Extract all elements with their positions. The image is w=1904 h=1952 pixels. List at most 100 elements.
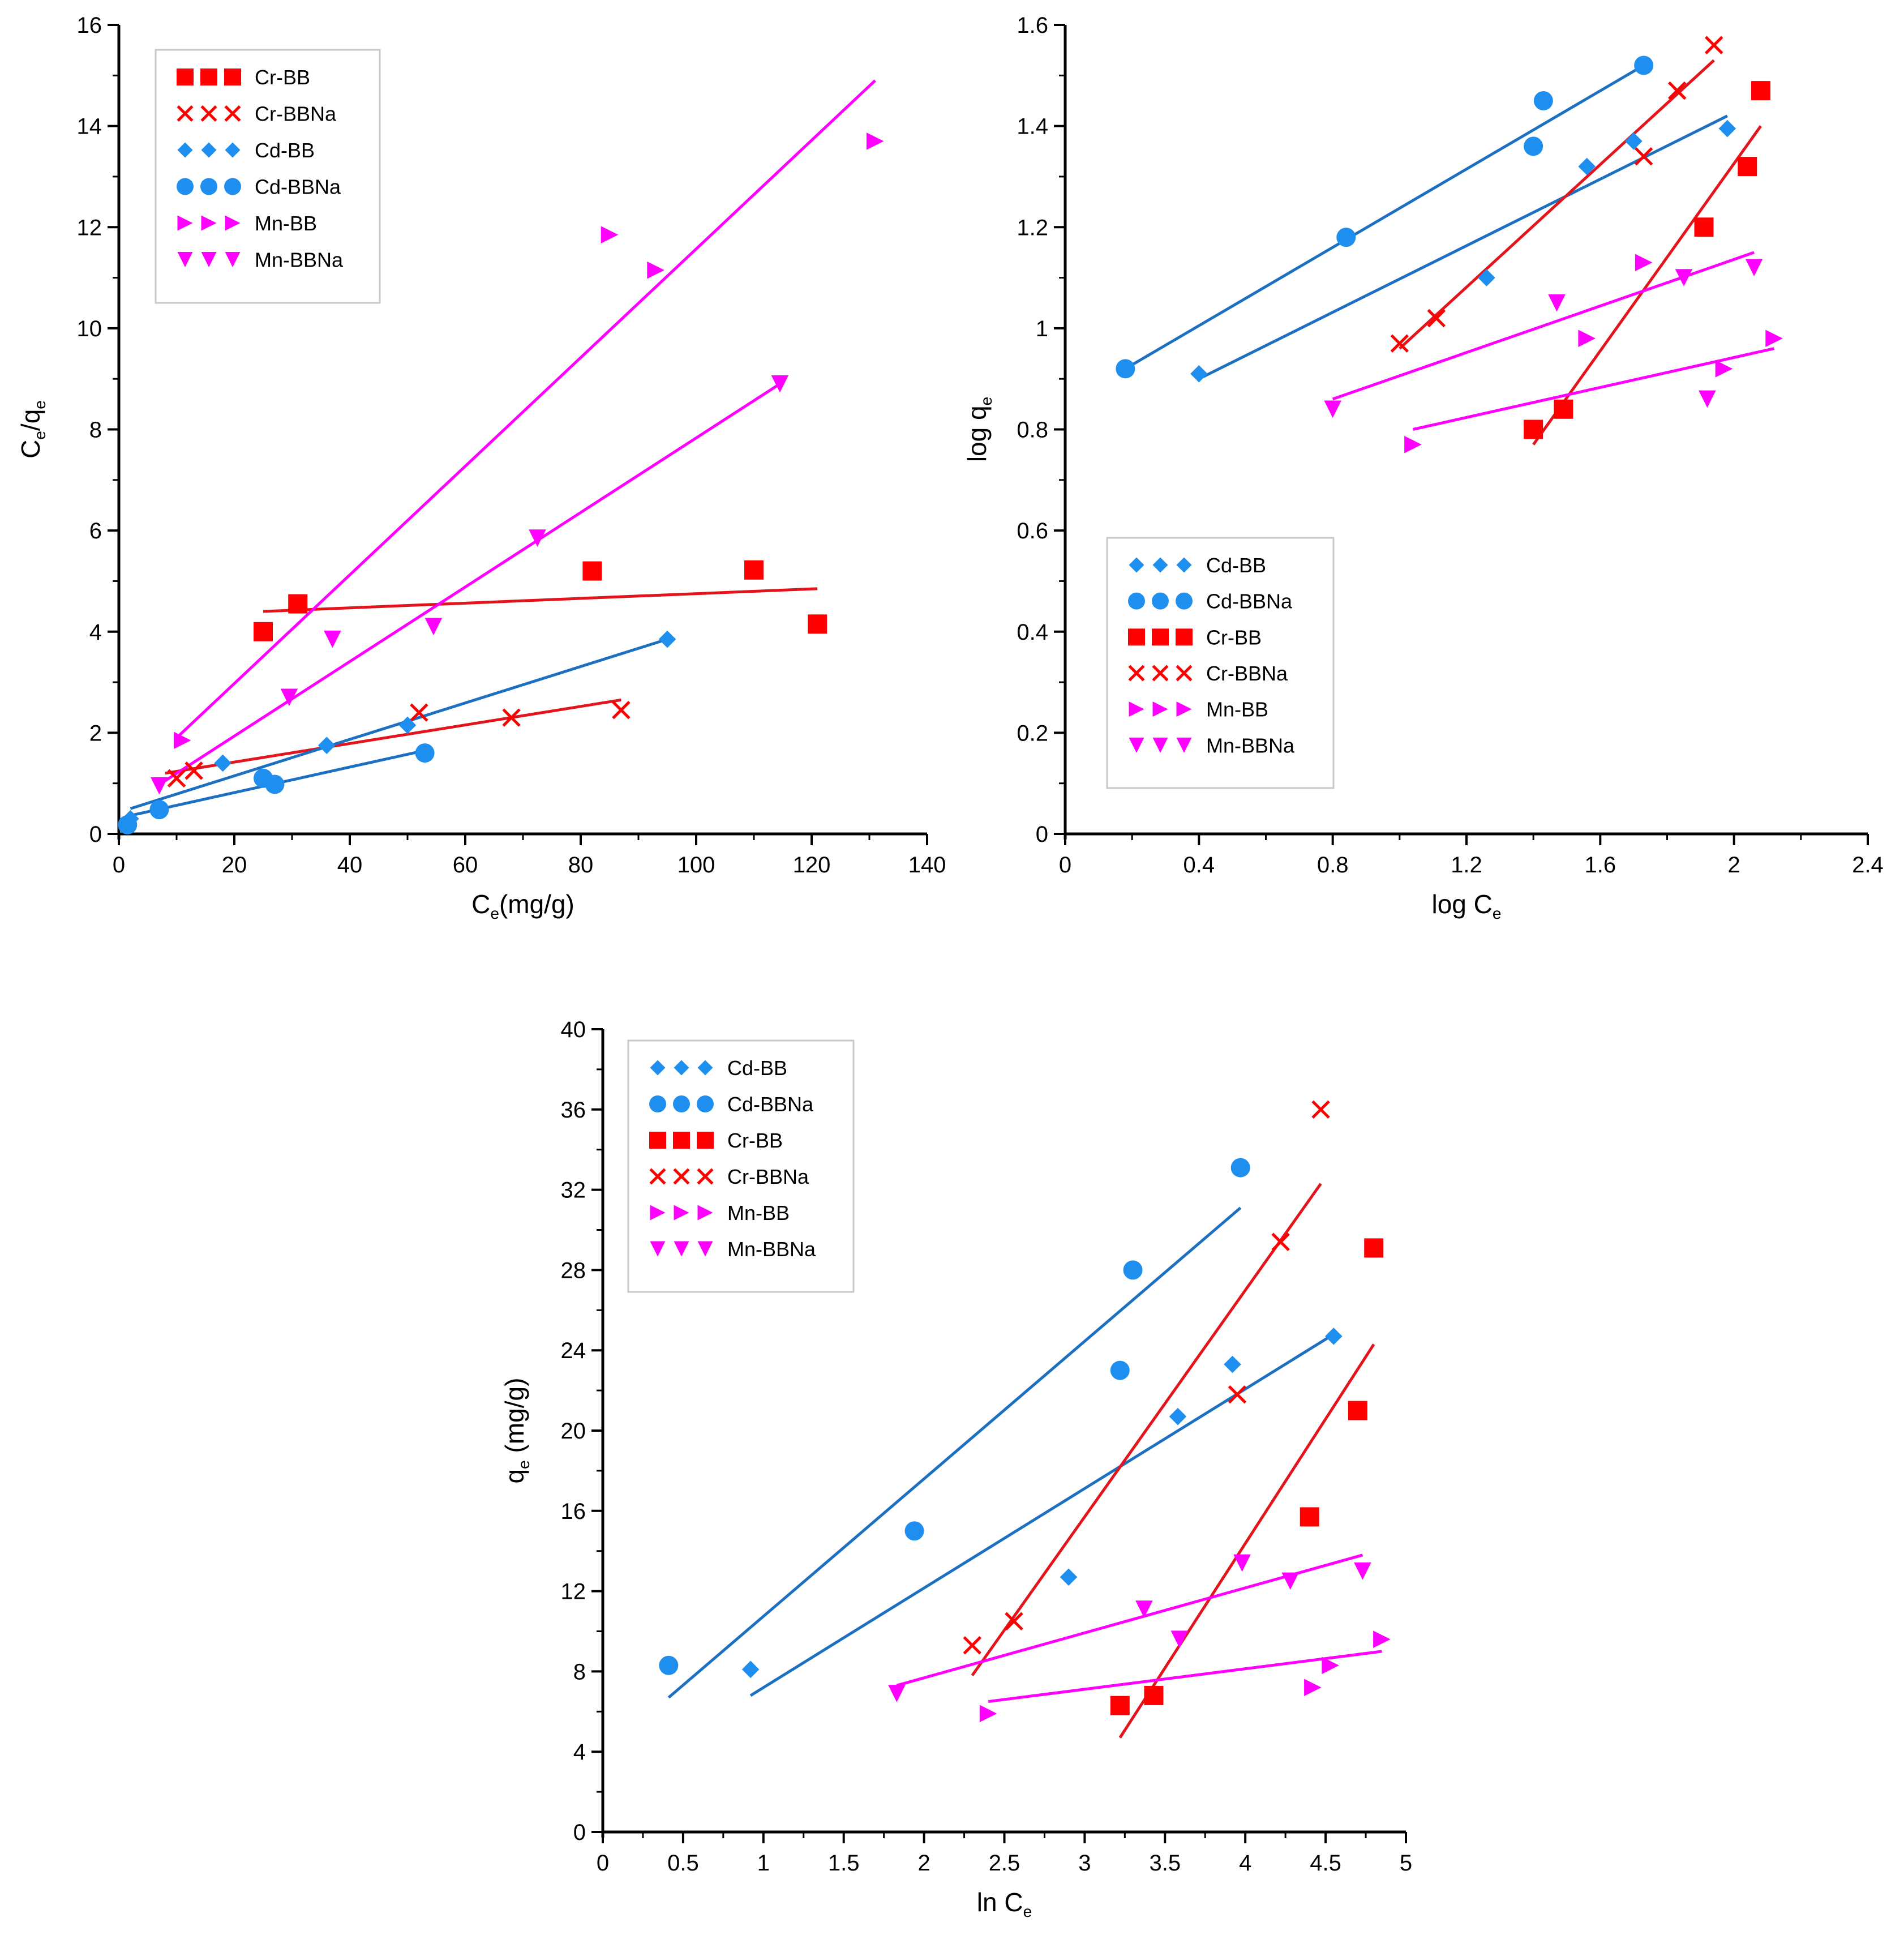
legend-marker-mn-bb: [225, 215, 241, 231]
fit-line-cd-bb: [130, 637, 668, 810]
legend-marker-cr-bbna: [649, 1168, 666, 1185]
fit-line-mn-bb: [1412, 347, 1775, 431]
data-point-cd-bb: [214, 754, 231, 772]
legend-marker-cd-bb: [674, 1060, 689, 1076]
legend-marker-cr-bb: [697, 1132, 714, 1149]
y-tick-label: 0: [89, 822, 102, 847]
y-tick-label: 8: [573, 1659, 586, 1684]
x-tick-label: 4.5: [1310, 1851, 1341, 1876]
legend: Cd-BB Cd-BBNa Cr-BB Cr-BBNa Mn-BB Mn-BBNa: [627, 1039, 855, 1293]
x-tick-label: 1.6: [1585, 853, 1616, 877]
data-point-mn-bbna: [1354, 1562, 1371, 1580]
data-point-cd-bbna: [904, 1521, 924, 1541]
data-point-cr-bb: [808, 614, 827, 634]
legend-label: Cr-BB: [255, 66, 310, 89]
data-point-cd-bbna: [149, 800, 169, 820]
data-point-mn-bb: [647, 261, 664, 279]
data-point-cd-bb: [1578, 157, 1596, 175]
fit-line-cd-bb: [749, 1333, 1335, 1697]
data-point-mn-bb: [1322, 1656, 1339, 1675]
x-tick-label: 0: [597, 1851, 609, 1876]
y-tick-label: 40: [561, 1017, 586, 1042]
data-point-mn-bb: [1304, 1679, 1322, 1697]
x-tick-label: 0.8: [1317, 853, 1349, 877]
legend-marker-cr-bb: [673, 1132, 690, 1149]
legend-marker-mn-bbna: [674, 1241, 689, 1257]
data-point-mn-bb: [173, 731, 191, 750]
x-tick-label: 1.2: [1451, 853, 1482, 877]
y-tick-label: 12: [561, 1579, 586, 1604]
data-point-mn-bbna: [1324, 400, 1341, 418]
legend-marker-mn-bb: [177, 215, 193, 231]
x-tick-label: 3: [1078, 1851, 1091, 1876]
x-tick-label: 1.5: [828, 1851, 860, 1876]
data-point-mn-bbna: [280, 688, 298, 707]
data-point-mn-bbna: [529, 529, 546, 547]
fit-line-cd-bb: [1198, 114, 1728, 380]
x-tick-label: 0.5: [667, 1851, 699, 1876]
y-tick-label: 1.2: [1017, 215, 1048, 240]
x-tick-label: 1: [757, 1851, 770, 1876]
y-tick-label: 1.6: [1017, 13, 1048, 38]
data-point-cd-bbna: [1524, 136, 1543, 156]
data-point-cr-bb: [1144, 1685, 1164, 1705]
data-point-mn-bbna: [1745, 259, 1763, 276]
data-point-cr-bbna: [185, 761, 203, 780]
legend-label: Cd-BB: [727, 1056, 787, 1080]
legend-label: Mn-BBNa: [1206, 734, 1295, 757]
data-point-mn-bb: [601, 226, 619, 243]
data-point-cr-bbna: [1634, 147, 1653, 166]
data-point-cd-bbna: [118, 815, 138, 834]
data-point-cr-bb: [582, 561, 602, 581]
legend-marker-cd-bbna: [1152, 592, 1169, 610]
legend-marker-cr-bbna: [1152, 665, 1169, 682]
y-tick-label: 12: [77, 215, 102, 240]
data-point-cd-bbna: [1634, 55, 1654, 75]
fit-line-cr-bbna: [971, 1183, 1322, 1676]
data-point-mn-bbna: [1675, 269, 1693, 286]
x-tick-label: 140: [908, 853, 946, 877]
legend-marker-mn-bbna: [650, 1241, 666, 1257]
chart-panel-3: 0 0.5 1 1.5 2 2.5 3 3.5 4 4.5 5 0 4 8 12 16 20 24 28 32 36 40…: [500, 1017, 1412, 1920]
data-point-mn-bb: [1635, 254, 1653, 272]
data-point-cd-bb: [1478, 269, 1495, 286]
legend-marker-mn-bb: [674, 1205, 689, 1221]
fit-line-cr-bb: [263, 587, 818, 613]
y-axis-title: qe (mg/g): [500, 1378, 533, 1484]
legend-marker-mn-bbna: [1152, 737, 1168, 753]
fit-line-mn-bbna: [1332, 251, 1755, 401]
data-point-cd-bb: [398, 716, 417, 734]
data-point-cd-bb: [1190, 365, 1208, 383]
fit-line-cr-bb: [1532, 125, 1762, 446]
legend-label: Cd-BBNa: [1206, 590, 1293, 613]
y-tick-label: 4: [573, 1740, 586, 1765]
y-tick-label: 1: [1036, 316, 1048, 341]
x-tick-label: 5: [1400, 1851, 1412, 1876]
y-tick-label: 8: [89, 418, 102, 443]
data-point-cr-bbna: [1427, 309, 1446, 328]
legend-label: Cr-BB: [727, 1129, 783, 1152]
legend-marker-cr-bbna: [697, 1168, 714, 1185]
fit-line-mn-bb: [988, 1650, 1382, 1703]
data-point-cr-bb: [1300, 1507, 1319, 1527]
data-point-cr-bbna: [1390, 334, 1409, 353]
y-tick-label: 20: [561, 1419, 586, 1444]
y-tick-label: 0.8: [1017, 418, 1048, 443]
legend-marker-cr-bbna: [224, 105, 241, 122]
data-point-cr-bbna: [963, 1636, 981, 1655]
legend-marker-mn-bbna: [177, 252, 193, 267]
legend-label: Mn-BBNa: [727, 1238, 816, 1261]
y-tick-label: 1.4: [1017, 114, 1048, 139]
data-point-cr-bb: [1348, 1401, 1367, 1420]
legend-marker-cr-bb: [649, 1132, 666, 1149]
data-point-cr-bb: [288, 594, 308, 614]
data-point-cr-bbna: [1228, 1385, 1247, 1404]
legend-label: Cd-BBNa: [727, 1093, 814, 1116]
legend-label: Mn-BB: [1206, 698, 1268, 721]
data-point-cr-bb: [1364, 1238, 1384, 1258]
legend-marker-cr-bbna: [200, 105, 217, 122]
legend-label: Cr-BBNa: [255, 102, 337, 126]
x-tick-label: 2: [917, 1851, 930, 1876]
legend-marker-cd-bb: [225, 142, 241, 158]
data-point-cd-bb: [741, 1660, 760, 1679]
